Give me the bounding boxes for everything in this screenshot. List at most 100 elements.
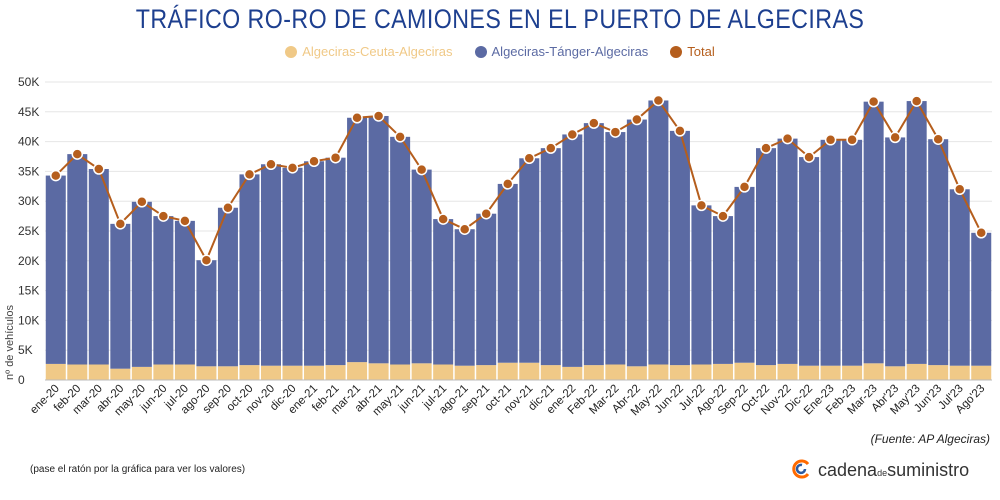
bar-tanger[interactable]	[454, 229, 475, 366]
bar-ceuta[interactable]	[691, 364, 712, 380]
bar-tanger[interactable]	[411, 169, 432, 364]
bar-tanger[interactable]	[820, 139, 841, 366]
bar-ceuta[interactable]	[820, 365, 841, 380]
total-point[interactable]	[136, 196, 148, 208]
bar-tanger[interactable]	[756, 148, 777, 366]
bar-tanger[interactable]	[174, 220, 195, 365]
total-point[interactable]	[867, 95, 880, 108]
total-point[interactable]	[609, 126, 622, 138]
total-point[interactable]	[501, 178, 514, 190]
bar-ceuta[interactable]	[863, 363, 884, 380]
legend-item-total[interactable]: Total	[670, 44, 715, 59]
bar-tanger[interactable]	[540, 148, 561, 366]
total-point[interactable]	[695, 199, 708, 212]
bar-ceuta[interactable]	[562, 366, 583, 380]
total-point[interactable]	[93, 163, 105, 175]
bar-tanger[interactable]	[433, 219, 454, 365]
legend-item-ceuta[interactable]: Algeciras-Ceuta-Algeciras	[285, 44, 453, 59]
bar-tanger[interactable]	[605, 132, 626, 365]
bar-ceuta[interactable]	[669, 365, 690, 380]
total-point[interactable]	[437, 213, 449, 225]
bar-tanger[interactable]	[562, 134, 583, 367]
total-point[interactable]	[71, 148, 84, 160]
bar-ceuta[interactable]	[88, 364, 109, 380]
bar-ceuta[interactable]	[260, 365, 281, 380]
total-point[interactable]	[760, 142, 772, 154]
total-point[interactable]	[717, 210, 729, 222]
bar-ceuta[interactable]	[282, 365, 303, 380]
bar-ceuta[interactable]	[454, 365, 475, 380]
total-point[interactable]	[286, 162, 299, 174]
bar-tanger[interactable]	[497, 183, 518, 363]
bar-ceuta[interactable]	[153, 364, 174, 380]
bar-tanger[interactable]	[669, 130, 690, 366]
bar-ceuta[interactable]	[433, 364, 454, 380]
bar-tanger[interactable]	[131, 201, 152, 367]
bar-ceuta[interactable]	[605, 364, 626, 380]
total-point[interactable]	[200, 254, 213, 266]
total-point[interactable]	[329, 151, 342, 164]
bar-ceuta[interactable]	[45, 363, 66, 380]
bar-ceuta[interactable]	[131, 366, 152, 380]
total-point[interactable]	[394, 131, 406, 143]
bar-ceuta[interactable]	[583, 365, 604, 380]
bar-ceuta[interactable]	[347, 362, 368, 380]
total-point[interactable]	[803, 151, 815, 163]
bar-tanger[interactable]	[347, 117, 368, 363]
bar-ceuta[interactable]	[885, 366, 906, 380]
bar-tanger[interactable]	[734, 186, 755, 363]
bar-tanger[interactable]	[906, 101, 927, 364]
legend-item-tanger[interactable]: Algeciras-Tánger-Algeciras	[474, 44, 648, 59]
bar-ceuta[interactable]	[411, 363, 432, 380]
total-point[interactable]	[50, 169, 62, 182]
bar-tanger[interactable]	[67, 154, 88, 365]
bar-ceuta[interactable]	[304, 365, 325, 380]
bar-tanger[interactable]	[712, 216, 733, 364]
bar-tanger[interactable]	[239, 174, 260, 366]
bar-ceuta[interactable]	[217, 366, 238, 380]
bar-tanger[interactable]	[325, 157, 346, 366]
total-point[interactable]	[243, 168, 256, 181]
bar-ceuta[interactable]	[497, 362, 518, 380]
bar-tanger[interactable]	[691, 205, 712, 365]
total-point[interactable]	[372, 110, 385, 122]
bar-tanger[interactable]	[282, 167, 303, 366]
bar-ceuta[interactable]	[734, 362, 755, 380]
total-point[interactable]	[265, 158, 277, 170]
total-point[interactable]	[523, 152, 536, 165]
bar-ceuta[interactable]	[949, 365, 970, 380]
bar-tanger[interactable]	[971, 232, 992, 366]
total-point[interactable]	[588, 117, 600, 129]
bar-tanger[interactable]	[799, 157, 820, 366]
total-point[interactable]	[157, 210, 170, 222]
bar-ceuta[interactable]	[842, 365, 863, 380]
brand-logo[interactable]: cadenadesuministro	[792, 456, 969, 481]
total-point[interactable]	[114, 218, 127, 230]
total-point[interactable]	[674, 125, 686, 137]
bar-tanger[interactable]	[777, 138, 798, 364]
bar-tanger[interactable]	[949, 189, 970, 366]
bar-tanger[interactable]	[45, 175, 66, 364]
bar-tanger[interactable]	[88, 169, 109, 365]
bar-ceuta[interactable]	[174, 364, 195, 380]
bar-ceuta[interactable]	[540, 365, 561, 380]
total-point[interactable]	[975, 227, 987, 239]
total-point[interactable]	[889, 131, 901, 144]
bar-tanger[interactable]	[153, 216, 174, 365]
bar-ceuta[interactable]	[648, 364, 669, 380]
bar-tanger[interactable]	[304, 161, 325, 366]
bar-tanger[interactable]	[885, 137, 906, 367]
total-point[interactable]	[480, 207, 492, 220]
total-point[interactable]	[566, 128, 579, 141]
bar-tanger[interactable]	[196, 260, 217, 367]
total-point[interactable]	[953, 183, 966, 196]
bar-ceuta[interactable]	[626, 366, 647, 380]
bar-ceuta[interactable]	[777, 363, 798, 380]
total-point[interactable]	[738, 181, 751, 193]
bar-ceuta[interactable]	[67, 364, 88, 380]
bar-ceuta[interactable]	[519, 362, 540, 380]
total-point[interactable]	[652, 94, 665, 107]
bar-ceuta[interactable]	[928, 365, 949, 380]
bar-ceuta[interactable]	[239, 365, 260, 380]
